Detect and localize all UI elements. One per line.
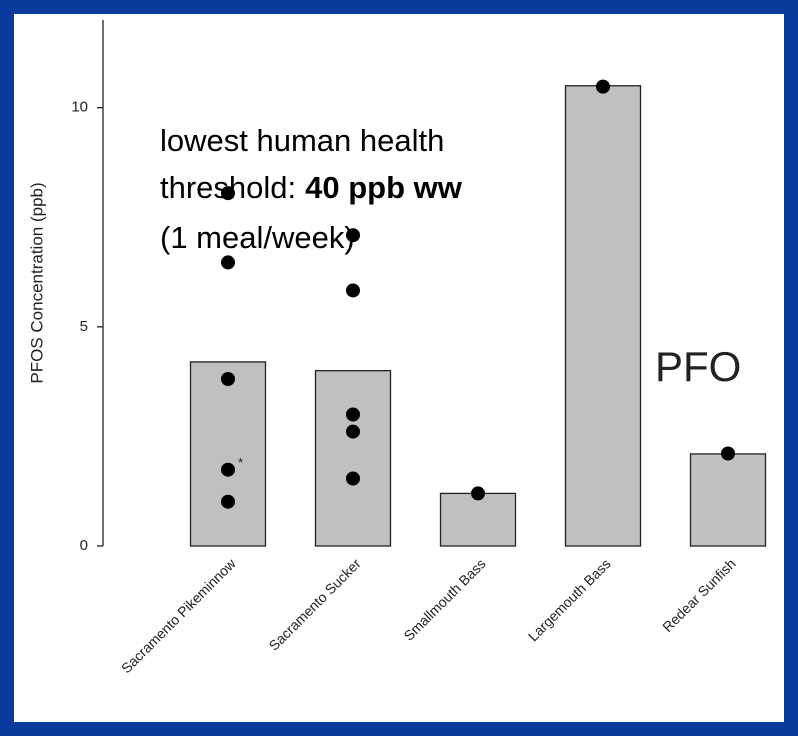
point [596,79,610,94]
point-note: * [238,455,243,470]
annotation-line: threshold: 40 ppb ww [160,170,463,205]
point [221,462,235,477]
bar [314,370,392,547]
annotation-line: lowest human health [160,123,444,158]
y-tick-label: 10 [71,99,88,116]
bar [564,85,642,547]
overlay-text: PFO [655,343,741,390]
plot-panel [14,14,784,722]
annotation-line: (1 meal/week) [160,220,355,255]
point [221,255,235,270]
point [221,494,235,509]
point [346,228,360,243]
point [471,486,485,501]
bar [439,492,517,547]
point [346,407,360,422]
point [221,371,235,386]
annotation-part: threshold: [160,170,296,205]
y-tick-label: 0 [80,537,88,554]
point [221,186,235,201]
point [346,283,360,298]
bar [689,453,767,547]
point [346,471,360,486]
bar [189,361,267,547]
y-axis-label: PFOS Concentration (ppb) [27,182,46,383]
point [721,446,735,461]
annotation-bold: 40 ppb ww [305,170,463,205]
point [346,424,360,439]
y-tick-label: 5 [80,318,88,335]
